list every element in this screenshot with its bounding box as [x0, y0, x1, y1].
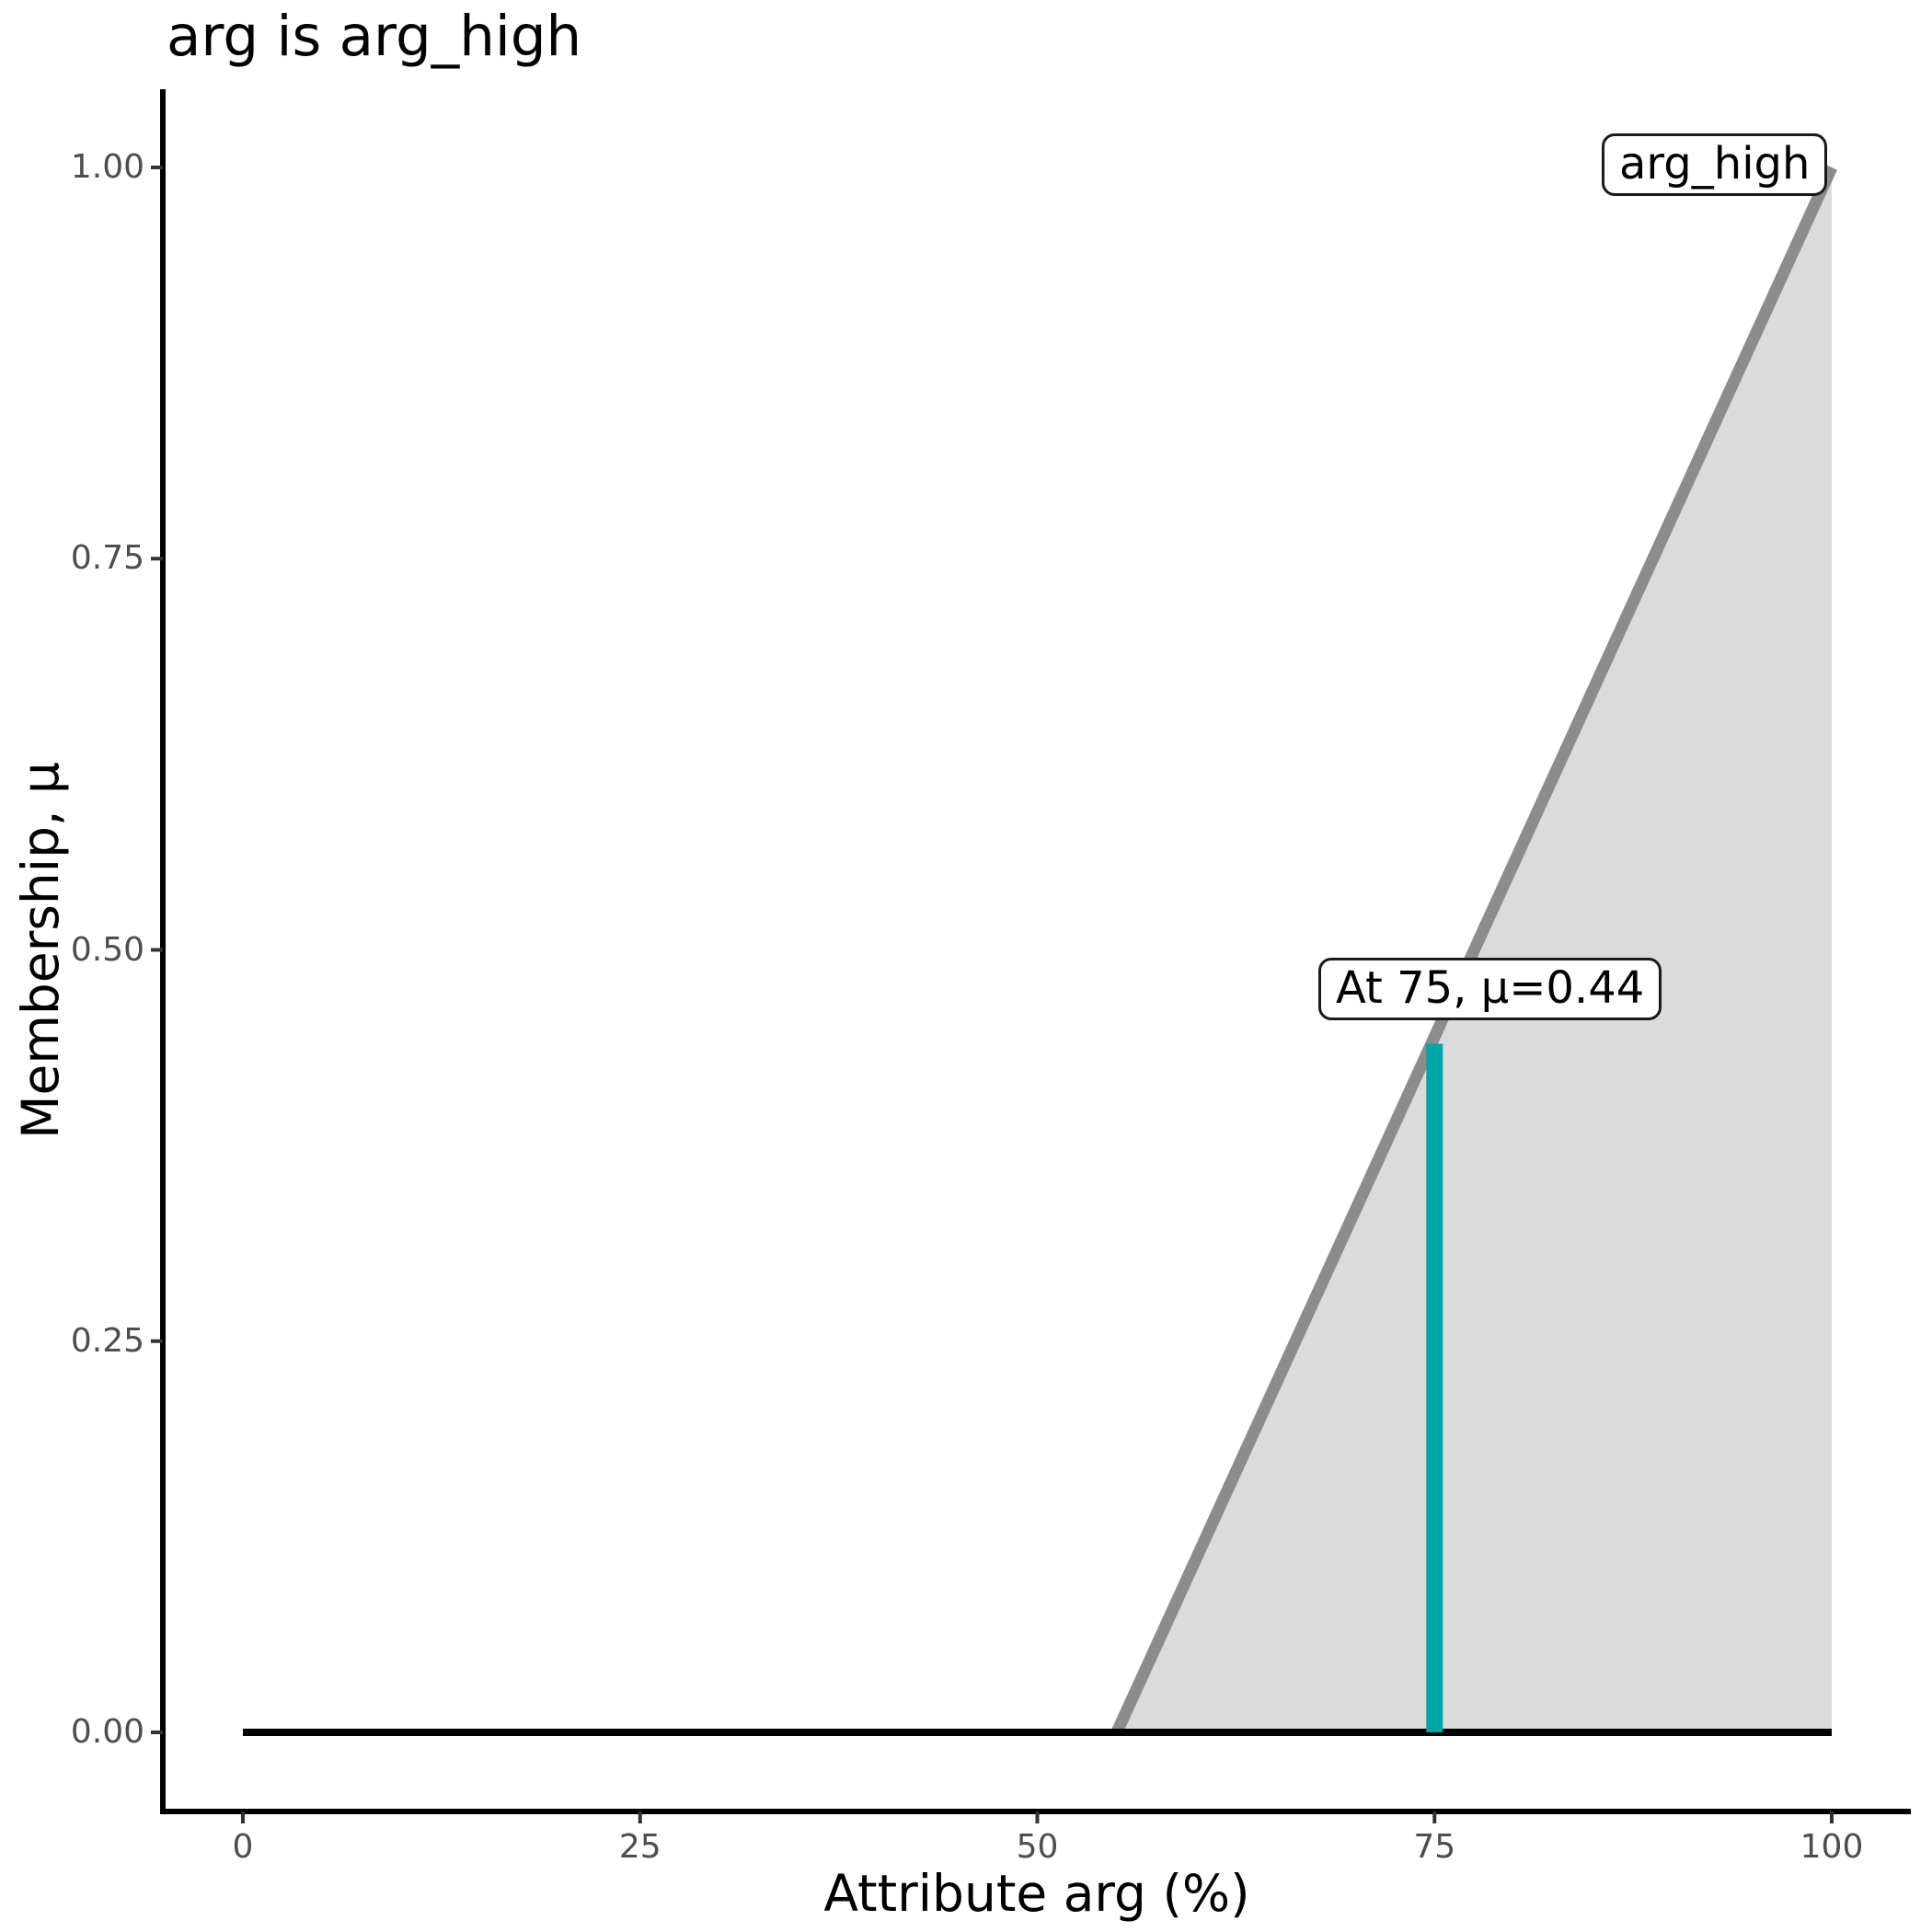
y-tick-label-0.50: 0.50 [70, 930, 144, 969]
arg_high-membership-ramp-line [1110, 165, 1837, 1735]
x-tick-label-100: 100 [1800, 1828, 1864, 1866]
x-tick-label-75: 75 [1413, 1828, 1456, 1866]
set-name-label: arg_high [1602, 133, 1828, 196]
x-tick-label-25: 25 [618, 1828, 661, 1866]
evaluation-annotation-label: At 75, μ=0.44 [1318, 958, 1662, 1020]
plot-title: arg is arg_high [167, 4, 582, 69]
x-tick-label-50: 50 [1016, 1828, 1059, 1866]
y-tick-label-1.00: 1.00 [70, 148, 144, 186]
x-tick-label-0: 0 [232, 1828, 254, 1866]
y-tick-label-0.00: 0.00 [70, 1713, 144, 1751]
x-axis-title: Attribute arg (%) [823, 1864, 1250, 1923]
y-tick-label-0.25: 0.25 [70, 1321, 144, 1360]
y-tick-label-0.75: 0.75 [70, 539, 144, 578]
